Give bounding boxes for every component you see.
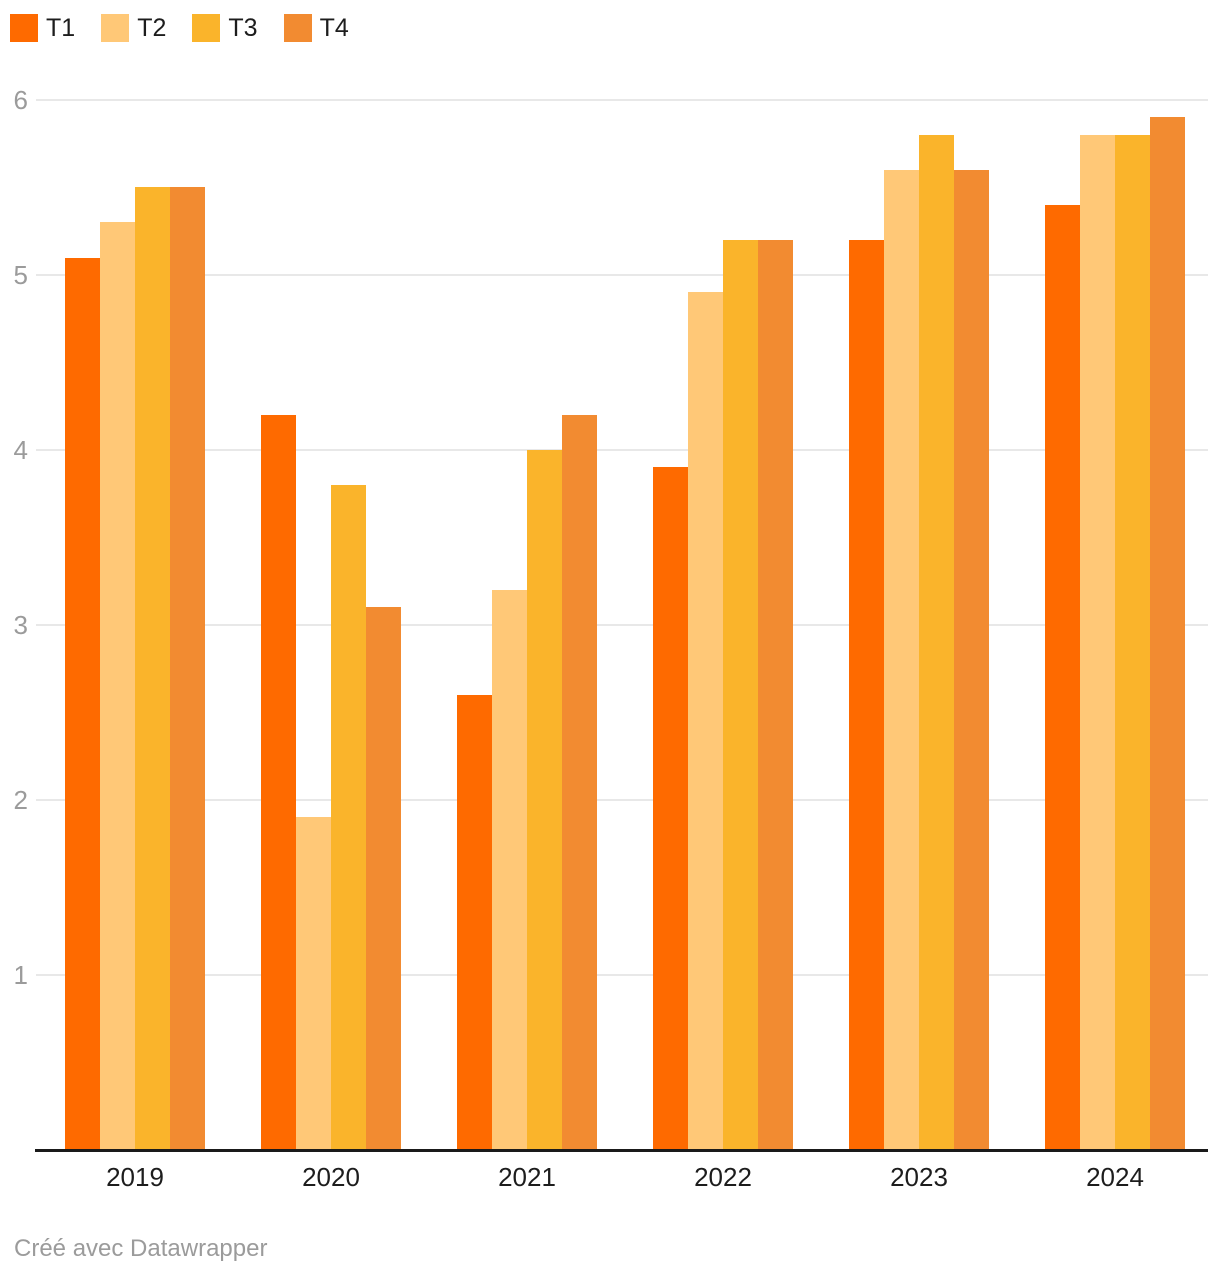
datawrapper-attribution-link[interactable]: Créé avec Datawrapper <box>14 1235 268 1262</box>
legend-item-t3: T3 <box>192 14 258 42</box>
y-axis-tick-label: 2 <box>13 785 28 815</box>
y-axis-tick-label: 4 <box>13 435 28 465</box>
bar-t3-2021[interactable] <box>527 450 562 1150</box>
y-axis-tick-label: 3 <box>13 610 28 640</box>
x-axis-category-label-2022: 2022 <box>694 1162 752 1192</box>
bar-t4-2019[interactable] <box>170 187 205 1150</box>
y-axis-tick-label: 1 <box>13 960 28 990</box>
bar-t1-2020[interactable] <box>261 415 296 1150</box>
bar-t1-2021[interactable] <box>457 695 492 1150</box>
bar-t2-2020[interactable] <box>296 817 331 1150</box>
gridline-1 <box>36 974 1208 976</box>
bar-t4-2023[interactable] <box>954 170 989 1150</box>
bar-t2-2024[interactable] <box>1080 135 1115 1150</box>
gridline-3 <box>36 624 1208 626</box>
gridline-4 <box>36 449 1208 451</box>
legend-swatch-t3-icon <box>192 14 221 42</box>
x-axis-category-label-2019: 2019 <box>106 1162 164 1192</box>
gridline-5 <box>36 274 1208 276</box>
legend-item-t4: T4 <box>283 14 349 42</box>
bar-t2-2022[interactable] <box>688 292 723 1150</box>
legend-item-t1: T1 <box>10 14 75 42</box>
y-axis-tick-label: 5 <box>13 260 28 290</box>
legend-label-t1: T1 <box>46 14 76 42</box>
bar-t4-2022[interactable] <box>758 240 793 1150</box>
bar-t3-2023[interactable] <box>919 135 954 1150</box>
bar-t4-2020[interactable] <box>366 607 401 1150</box>
y-axis-tick-label: 6 <box>13 85 28 115</box>
x-axis-category-label-2023: 2023 <box>890 1162 948 1192</box>
x-axis-category-label-2020: 2020 <box>302 1162 360 1192</box>
bar-t1-2023[interactable] <box>849 240 884 1150</box>
legend-item-t2: T2 <box>101 14 166 42</box>
chart-legend: T1 T2 T3 T4 <box>10 14 349 42</box>
legend-label-t4: T4 <box>319 14 349 42</box>
bar-t4-2024[interactable] <box>1150 117 1185 1150</box>
bar-t4-2021[interactable] <box>562 415 597 1150</box>
gridline-6 <box>36 99 1208 101</box>
legend-swatch-t4-icon <box>283 14 312 42</box>
legend-swatch-t2-icon <box>101 14 130 42</box>
bar-t1-2019[interactable] <box>65 258 100 1150</box>
x-axis-line <box>35 1149 1208 1152</box>
x-axis-category-label-2024: 2024 <box>1086 1162 1144 1192</box>
bar-t2-2021[interactable] <box>492 590 527 1150</box>
gridline-2 <box>36 799 1208 801</box>
bar-t2-2023[interactable] <box>884 170 919 1150</box>
legend-label-t2: T2 <box>137 14 167 42</box>
bar-t2-2019[interactable] <box>100 222 135 1150</box>
bar-t3-2020[interactable] <box>331 485 366 1150</box>
x-axis-category-label-2021: 2021 <box>498 1162 556 1192</box>
legend-swatch-t1-icon <box>10 14 38 42</box>
bar-t3-2024[interactable] <box>1115 135 1150 1150</box>
bar-t3-2022[interactable] <box>723 240 758 1150</box>
bar-t1-2024[interactable] <box>1045 205 1080 1150</box>
legend-label-t3: T3 <box>228 14 258 42</box>
bar-t3-2019[interactable] <box>135 187 170 1150</box>
bar-t1-2022[interactable] <box>653 467 688 1150</box>
